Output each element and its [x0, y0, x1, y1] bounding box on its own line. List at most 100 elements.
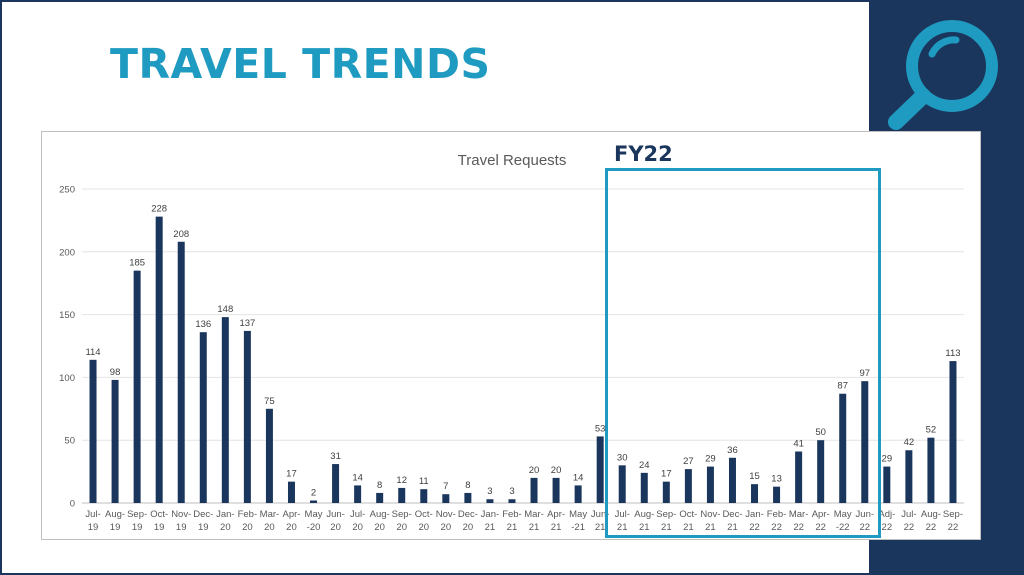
x-tick-label: Dec- [193, 509, 213, 520]
bar [530, 477, 538, 503]
x-tick-label: Feb- [767, 509, 787, 520]
x-tick-label: Dec- [458, 509, 478, 520]
x-tick-label: 22 [882, 522, 893, 533]
data-label: 29 [705, 454, 716, 465]
x-tick-label: Jul- [901, 509, 916, 520]
x-tick-label: 22 [859, 522, 870, 533]
bar [751, 484, 759, 503]
x-tick-label: Oct- [679, 509, 697, 520]
gridlines [82, 188, 964, 504]
bar [354, 485, 362, 503]
bar [332, 464, 340, 503]
x-tick-label: Jan- [745, 509, 763, 520]
x-tick-label: 22 [904, 522, 915, 533]
bar [376, 492, 384, 503]
data-label: 8 [377, 480, 382, 491]
x-tick-label: 21 [705, 522, 716, 533]
x-tick-label: Apr- [547, 509, 565, 520]
x-tick-label: 22 [771, 522, 782, 533]
bar [420, 489, 428, 503]
x-tick-label: Aug- [105, 509, 125, 520]
bar [905, 450, 913, 503]
data-label: 97 [859, 368, 870, 379]
bar [310, 500, 318, 503]
bar-series [89, 216, 957, 503]
x-tick-label: 20 [441, 522, 452, 533]
x-tick-label: Nov- [436, 509, 456, 520]
x-tick-label: Jun- [591, 509, 609, 520]
x-tick-label: Aug- [634, 509, 654, 520]
bar [89, 359, 97, 503]
x-tick-label: 20 [330, 522, 341, 533]
x-tick-label: 21 [639, 522, 650, 533]
data-label: 114 [85, 347, 100, 358]
x-tick-label: Apr- [282, 509, 300, 520]
bar [795, 451, 803, 503]
bar [486, 499, 494, 503]
x-tick-label: 20 [374, 522, 385, 533]
data-label: 36 [727, 445, 738, 456]
bar [574, 485, 582, 503]
chart-title: Travel Requests [458, 152, 567, 169]
x-tick-label: 21 [683, 522, 694, 533]
data-label: 15 [749, 471, 760, 482]
search-icon [888, 20, 998, 130]
data-label: 148 [217, 304, 233, 315]
bar [949, 361, 957, 503]
x-tick-label: 21 [551, 522, 562, 533]
x-tick-label: 22 [815, 522, 826, 533]
data-label: 185 [129, 258, 145, 269]
x-tick-label: Mar- [789, 509, 809, 520]
x-tick-label: Jul- [350, 509, 365, 520]
x-tick-label: Sep- [656, 509, 676, 520]
bar [927, 437, 935, 503]
x-tick-label: 19 [110, 522, 121, 533]
x-tick-label: -20 [307, 522, 321, 533]
x-tick-label: 21 [727, 522, 738, 533]
data-label: 13 [771, 474, 782, 485]
x-tick-label: -21 [571, 522, 585, 533]
data-label: 75 [264, 396, 275, 407]
bar [464, 492, 472, 503]
chart-area: 0 50 100 150 200 250 114 98 185 228 208 136 148 137 7… [41, 131, 981, 540]
bar [243, 330, 251, 503]
data-label: 228 [151, 204, 167, 215]
data-label: 42 [904, 437, 915, 448]
data-label: 31 [330, 451, 341, 462]
data-label: 29 [882, 454, 893, 465]
x-tick-label: -22 [836, 522, 850, 533]
bar [662, 481, 670, 503]
x-tick-label: Aug- [370, 509, 390, 520]
bar [817, 440, 825, 503]
bar [552, 477, 560, 503]
bar [861, 381, 869, 503]
x-tick-label: 22 [948, 522, 959, 533]
data-label: 113 [945, 348, 960, 359]
data-label: 2 [311, 487, 316, 498]
x-tick-label: 22 [926, 522, 937, 533]
bar [684, 469, 692, 503]
bar [508, 499, 516, 503]
x-tick-label: 21 [529, 522, 540, 533]
data-label: 136 [195, 319, 211, 330]
data-label: 3 [509, 486, 514, 497]
bar [398, 487, 406, 503]
x-tick-label: Sep- [127, 509, 147, 520]
x-tick-label: 19 [132, 522, 143, 533]
y-tick-label: 100 [59, 373, 75, 384]
data-label: 17 [661, 469, 672, 480]
x-tick-label: 22 [793, 522, 804, 533]
x-tick-label: 21 [507, 522, 518, 533]
x-tick-label: Jan- [216, 509, 234, 520]
data-label: 3 [487, 486, 492, 497]
x-tick-label: May [569, 509, 587, 520]
x-tick-label: Mar- [524, 509, 544, 520]
data-label: 87 [837, 381, 848, 392]
x-tick-label: 19 [88, 522, 99, 533]
y-tick-label: 0 [70, 499, 75, 510]
x-tick-label: 20 [242, 522, 253, 533]
y-tick-label: 50 [64, 436, 75, 447]
bar [199, 332, 207, 503]
x-tick-label: 22 [749, 522, 760, 533]
